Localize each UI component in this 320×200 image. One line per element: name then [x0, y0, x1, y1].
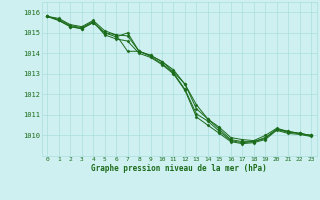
- X-axis label: Graphe pression niveau de la mer (hPa): Graphe pression niveau de la mer (hPa): [91, 164, 267, 173]
